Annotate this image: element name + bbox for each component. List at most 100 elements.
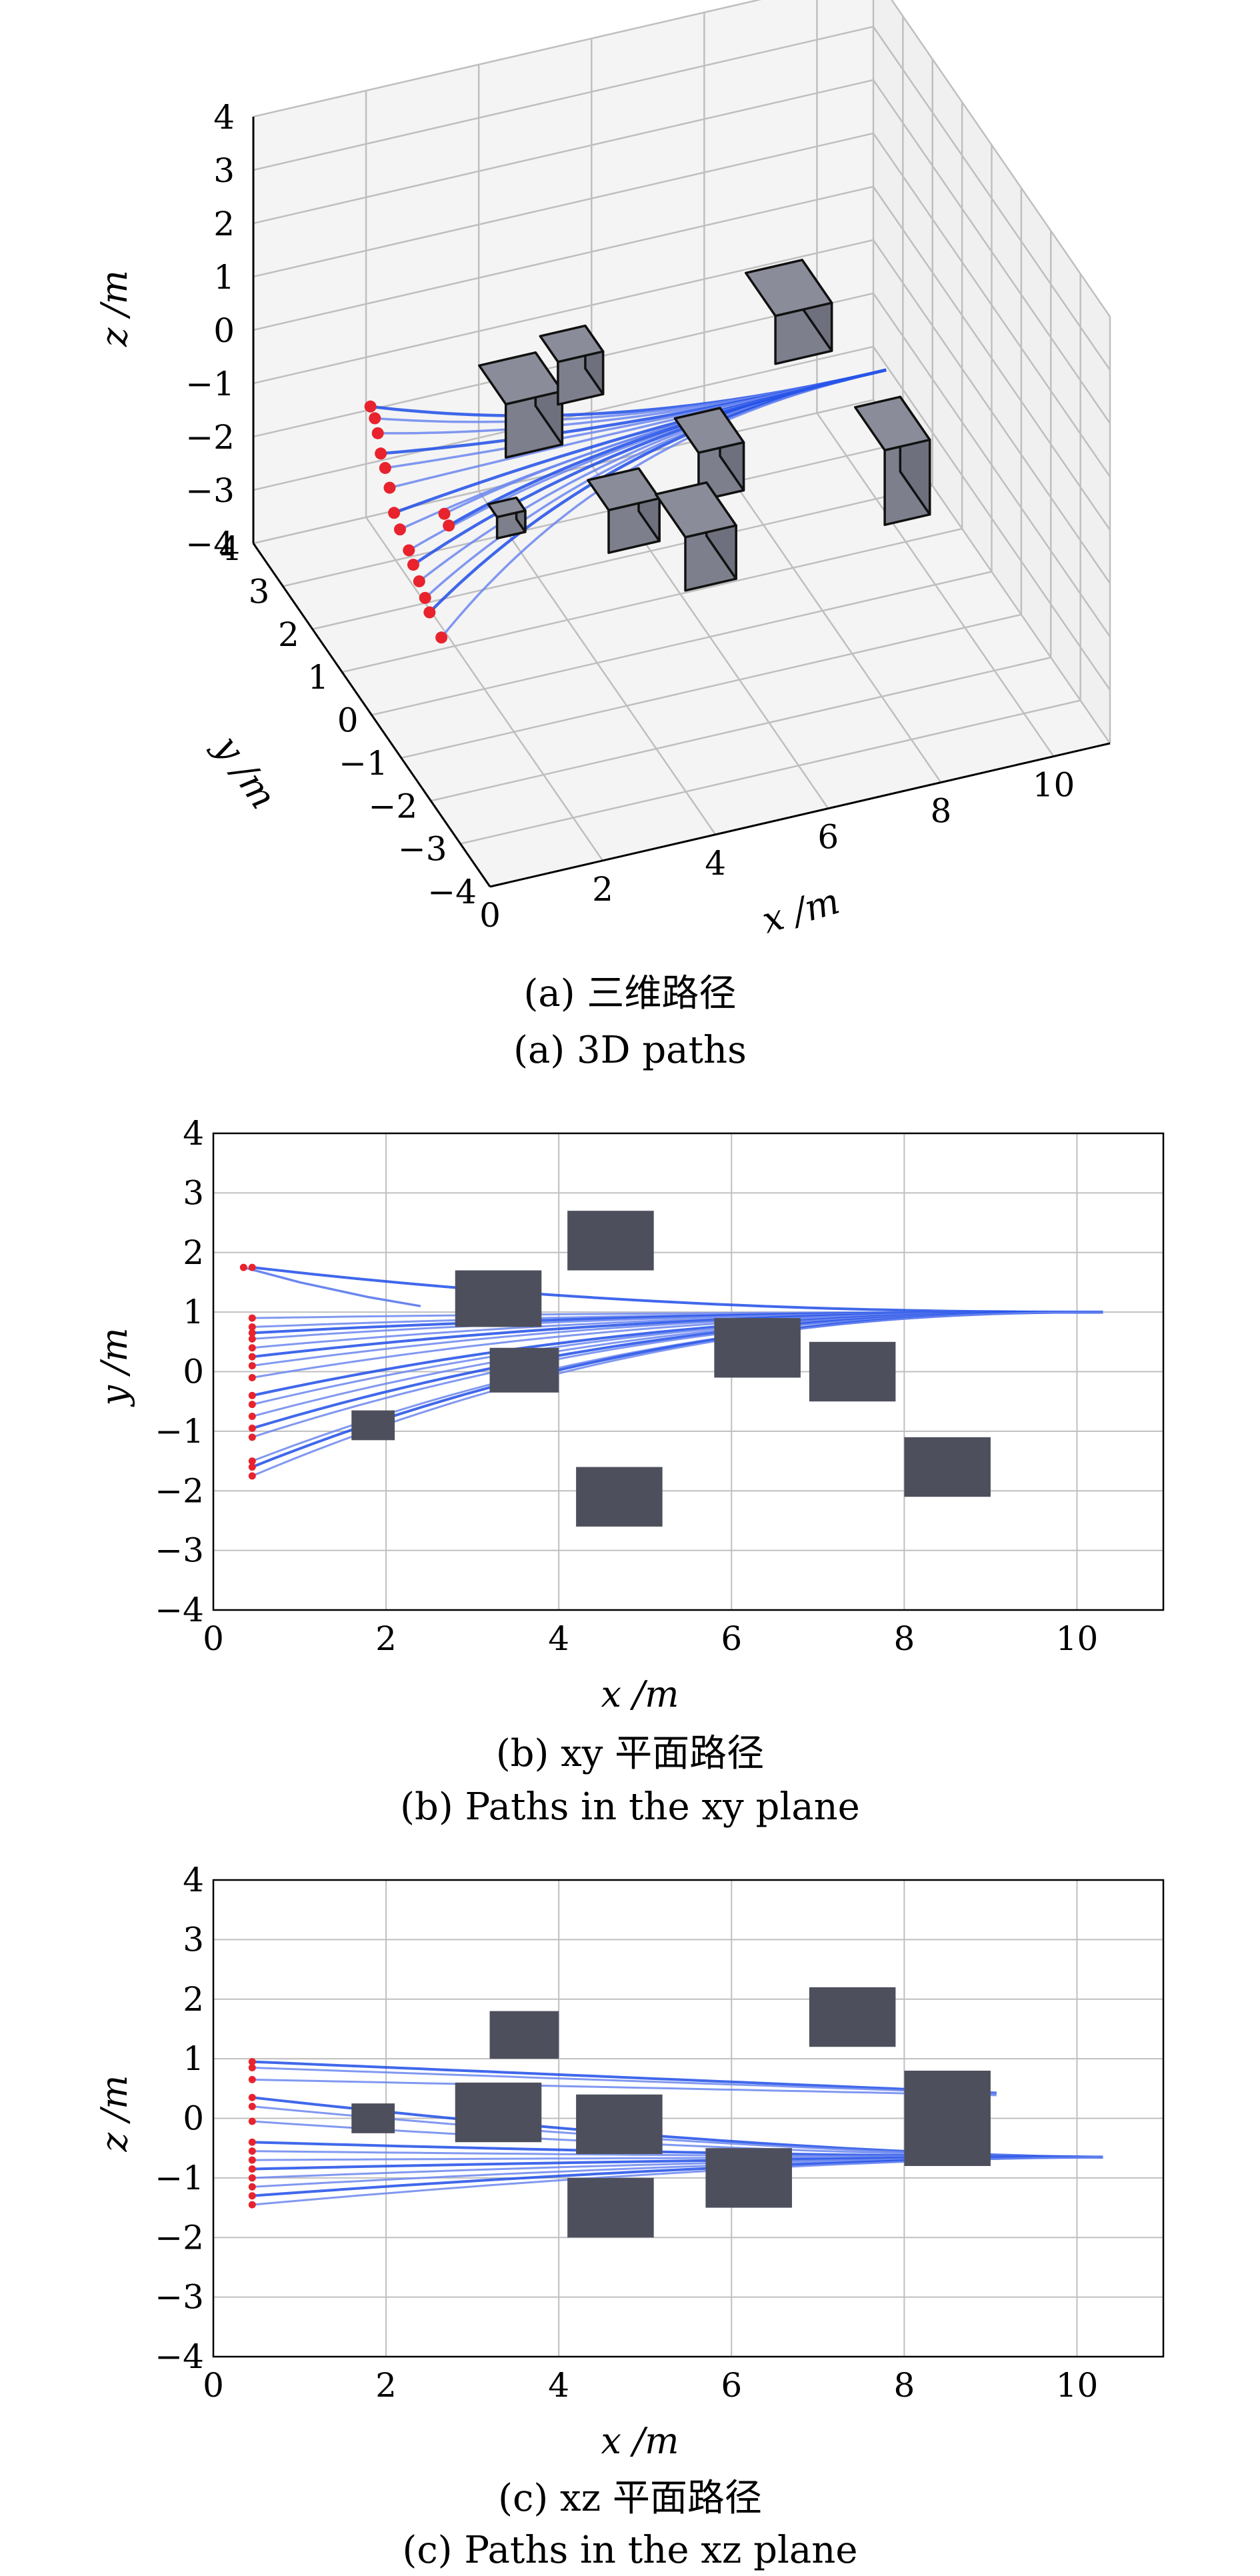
y-tick-label: 0 xyxy=(183,1353,204,1391)
start-point-3d xyxy=(369,412,381,425)
axis-line-3d xyxy=(252,543,491,887)
obstacle-3d xyxy=(673,407,745,502)
grid-line-3d xyxy=(253,239,874,385)
start-point xyxy=(248,2117,256,2125)
y-tick-label: 0 xyxy=(183,2099,204,2138)
start-point xyxy=(248,1463,256,1471)
start-point xyxy=(248,1263,256,1271)
y-tick-label: 2 xyxy=(183,1233,204,1272)
start-point xyxy=(248,2192,256,2200)
start-point xyxy=(248,2093,256,2101)
z-axis-label-3d: z /m xyxy=(93,270,135,347)
x-tick-label: 0 xyxy=(203,2366,224,2405)
grid-line-3d xyxy=(460,699,1081,845)
start-point xyxy=(248,1472,256,1480)
plot-frame xyxy=(212,1879,1165,2358)
start-points-3d xyxy=(364,400,455,644)
start-point xyxy=(248,1413,256,1421)
grid-line-3d xyxy=(872,346,1111,691)
obstacle xyxy=(714,1318,801,1378)
x-tick-label: 0 xyxy=(203,1619,224,1658)
grid-line-3d xyxy=(401,613,1022,759)
start-point-3d xyxy=(419,591,431,604)
start-point xyxy=(248,1373,256,1381)
caption-c-cn: (c) xz 平面路径 xyxy=(498,2477,762,2520)
obstacle-face xyxy=(673,407,745,454)
axis-line-3d xyxy=(489,742,1111,888)
obstacle-3d xyxy=(654,481,737,592)
obstacle xyxy=(904,1437,991,1497)
start-points-xz xyxy=(248,2058,256,2209)
grid-line-3d xyxy=(872,79,1111,424)
obstacle-face xyxy=(478,351,564,406)
grid-line-3d xyxy=(253,132,874,278)
start-point xyxy=(248,2174,256,2182)
y-tick-label: 3 xyxy=(183,1173,204,1212)
y-tick-label-3d: −4 xyxy=(427,873,477,911)
x-tick-label: 2 xyxy=(375,2366,397,2405)
grid-line-3d xyxy=(253,79,874,225)
z-tick-label-3d: 2 xyxy=(213,205,235,243)
z-tick-label-3d: −4 xyxy=(185,525,235,563)
y-tick-label: 1 xyxy=(183,1293,204,1331)
start-point xyxy=(248,1323,256,1331)
grid-line-3d xyxy=(872,293,1111,637)
start-point xyxy=(248,1344,256,1352)
x-tick-label-3d: 10 xyxy=(1033,766,1075,805)
start-point xyxy=(248,1424,256,1432)
obstacle-3d xyxy=(487,496,527,540)
obstacle xyxy=(567,1211,654,1271)
x-axis-label-3d: x /m xyxy=(757,880,844,942)
start-point xyxy=(248,1314,256,1322)
y-tick-label: 4 xyxy=(183,1861,204,1899)
y-tick-label: −4 xyxy=(155,1591,204,1629)
start-point-3d xyxy=(423,606,436,619)
start-point-3d xyxy=(413,575,425,587)
x-tick-label: 8 xyxy=(893,1619,915,1658)
z-tick-label-3d: 4 xyxy=(213,98,235,137)
x-tick-label: 10 xyxy=(1056,1619,1099,1658)
grid-line-3d xyxy=(312,485,933,630)
obstacles-3d xyxy=(478,259,931,592)
ticks-xy: 0 2 4 6 8 10 −4 −3 −2 −1 0 1 2 3 4 xyxy=(155,1114,1098,1658)
path-line xyxy=(252,2060,997,2095)
obstacle-face xyxy=(487,496,527,519)
obstacle xyxy=(351,2103,395,2133)
y-tick-label: −2 xyxy=(155,1471,204,1510)
y-tick-label: 3 xyxy=(183,1920,204,1959)
start-point xyxy=(248,1391,256,1399)
y-tick-label: −1 xyxy=(155,2159,204,2197)
y-tick-label-3d: −2 xyxy=(369,787,418,825)
start-point xyxy=(248,2147,256,2155)
obstacle xyxy=(489,2011,559,2059)
start-point-3d xyxy=(438,507,451,520)
obstacle-face xyxy=(744,259,833,317)
plot-frame xyxy=(212,1132,1165,1611)
x-tick-label: 10 xyxy=(1056,2366,1099,2405)
grid-line-3d xyxy=(872,26,1111,371)
z-tick-label-3d: −1 xyxy=(185,365,235,403)
start-point-3d xyxy=(393,523,406,536)
start-point xyxy=(248,1362,256,1370)
start-point xyxy=(248,2064,256,2072)
x-tick-label: 8 xyxy=(893,2366,915,2405)
z-tick-label-3d: 1 xyxy=(213,258,235,297)
grid-line-3d xyxy=(430,657,1051,802)
y-tick-label: −3 xyxy=(155,1531,204,1570)
start-point xyxy=(248,2103,256,2111)
path-line xyxy=(252,2067,997,2095)
start-point-3d xyxy=(379,461,391,474)
caption-b-en: (b) Paths in the xy plane xyxy=(400,1785,860,1829)
grid-xz xyxy=(212,1879,1165,2358)
path-line xyxy=(252,1266,1103,1314)
start-point-3d xyxy=(403,544,415,557)
obstacle xyxy=(455,1270,542,1327)
grid-line-3d xyxy=(872,133,1111,477)
start-point xyxy=(248,2075,256,2083)
z-tick-label-3d: 0 xyxy=(213,311,235,350)
obstacle-3d xyxy=(587,467,661,554)
obstacle-face xyxy=(587,467,661,511)
start-point xyxy=(239,1263,247,1271)
start-point xyxy=(248,1335,256,1343)
start-point xyxy=(248,1329,256,1337)
